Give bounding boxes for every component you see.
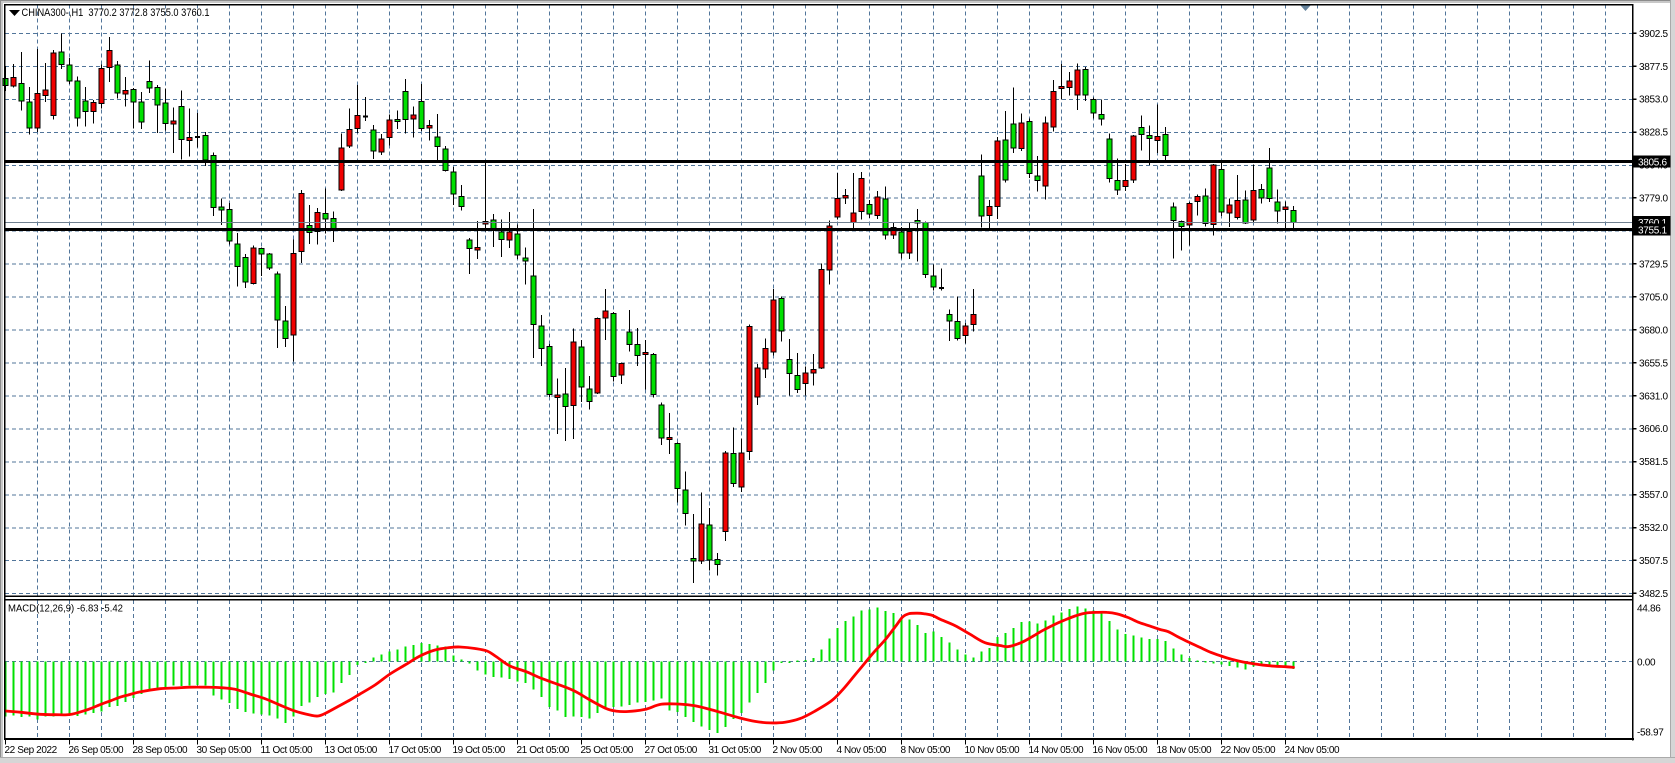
svg-text:3557.0: 3557.0 <box>1639 490 1669 501</box>
svg-text:11 Oct 05:00: 11 Oct 05:00 <box>261 745 314 756</box>
svg-text:0.00: 0.00 <box>1637 657 1656 668</box>
svg-text:10 Nov 05:00: 10 Nov 05:00 <box>965 745 1021 756</box>
svg-text:3705.0: 3705.0 <box>1639 292 1669 303</box>
svg-text:22 Sep 2022: 22 Sep 2022 <box>5 745 58 756</box>
svg-text:18 Nov 05:00: 18 Nov 05:00 <box>1157 745 1213 756</box>
svg-text:3760.1: 3760.1 <box>1638 218 1668 229</box>
svg-text:3779.0: 3779.0 <box>1639 194 1669 205</box>
svg-text:3755.1: 3755.1 <box>1638 225 1668 236</box>
svg-text:3680.0: 3680.0 <box>1639 325 1669 336</box>
svg-text:3828.5: 3828.5 <box>1639 128 1669 139</box>
svg-text:16 Nov 05:00: 16 Nov 05:00 <box>1093 745 1149 756</box>
svg-text:24 Nov 05:00: 24 Nov 05:00 <box>1285 745 1341 756</box>
svg-text:26 Sep 05:00: 26 Sep 05:00 <box>69 745 125 756</box>
svg-text:3729.5: 3729.5 <box>1639 260 1669 271</box>
svg-text:13 Oct 05:00: 13 Oct 05:00 <box>325 745 378 756</box>
svg-text:14 Nov 05:00: 14 Nov 05:00 <box>1029 745 1085 756</box>
svg-text:3532.0: 3532.0 <box>1639 523 1669 534</box>
svg-text:3902.5: 3902.5 <box>1639 29 1669 40</box>
svg-text:-58.97: -58.97 <box>1637 727 1664 738</box>
svg-text:3581.5: 3581.5 <box>1639 457 1669 468</box>
svg-text:3606.0: 3606.0 <box>1639 424 1669 435</box>
svg-text:25 Oct 05:00: 25 Oct 05:00 <box>581 745 634 756</box>
svg-text:19 Oct 05:00: 19 Oct 05:00 <box>453 745 506 756</box>
svg-text:3655.5: 3655.5 <box>1639 358 1669 369</box>
svg-text:22 Nov 05:00: 22 Nov 05:00 <box>1221 745 1277 756</box>
svg-text:17 Oct 05:00: 17 Oct 05:00 <box>389 745 442 756</box>
svg-text:2 Nov 05:00: 2 Nov 05:00 <box>773 745 823 756</box>
svg-text:3482.5: 3482.5 <box>1639 589 1669 600</box>
svg-text:3631.0: 3631.0 <box>1639 391 1669 402</box>
svg-text:21 Oct 05:00: 21 Oct 05:00 <box>517 745 570 756</box>
svg-text:28 Sep 05:00: 28 Sep 05:00 <box>133 745 189 756</box>
svg-text:3853.0: 3853.0 <box>1639 95 1669 106</box>
svg-text:MACD(12,26,9) -6.83 -5.42: MACD(12,26,9) -6.83 -5.42 <box>8 603 123 615</box>
svg-text:31 Oct 05:00: 31 Oct 05:00 <box>709 745 762 756</box>
svg-text:3877.5: 3877.5 <box>1639 62 1669 73</box>
svg-text:27 Oct 05:00: 27 Oct 05:00 <box>645 745 698 756</box>
svg-text:30 Sep 05:00: 30 Sep 05:00 <box>197 745 253 756</box>
svg-text:44.86: 44.86 <box>1637 603 1661 614</box>
svg-text:8 Nov 05:00: 8 Nov 05:00 <box>901 745 951 756</box>
svg-text:CHINA300-,H1 3770.2 3772.8 37: CHINA300-,H1 3770.2 3772.8 3755.0 3760.1 <box>22 7 210 19</box>
svg-text:3805.6: 3805.6 <box>1638 157 1668 168</box>
svg-text:3507.5: 3507.5 <box>1639 556 1669 567</box>
svg-text:4 Nov 05:00: 4 Nov 05:00 <box>837 745 887 756</box>
